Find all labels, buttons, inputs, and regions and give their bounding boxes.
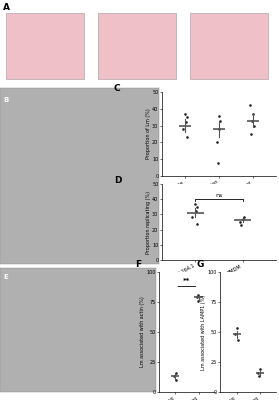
Point — [252, 122, 256, 129]
Bar — [190, 13, 268, 79]
Point — [235, 325, 239, 332]
Point — [193, 200, 198, 207]
Y-axis label: Lm associated with LAMP1 (%): Lm associated with LAMP1 (%) — [201, 294, 206, 370]
Point — [184, 119, 188, 126]
Bar — [6, 13, 84, 79]
Y-axis label: Proportion of Lm (%): Proportion of Lm (%) — [146, 109, 151, 159]
Point — [258, 366, 262, 372]
Point — [215, 159, 220, 166]
Point — [194, 208, 198, 214]
Text: D: D — [114, 176, 121, 185]
Point — [217, 112, 221, 119]
Y-axis label: Proportion replicating (%): Proportion replicating (%) — [146, 190, 151, 254]
Point — [237, 219, 242, 225]
Point — [184, 134, 189, 140]
Point — [235, 337, 240, 344]
Point — [196, 292, 201, 298]
Point — [248, 102, 252, 109]
Text: G: G — [197, 260, 204, 269]
Point — [240, 216, 245, 222]
Point — [174, 370, 178, 376]
Point — [249, 131, 253, 137]
Text: E: E — [3, 274, 8, 280]
Point — [233, 331, 237, 338]
Text: F: F — [136, 260, 142, 269]
Text: C: C — [114, 84, 121, 93]
Point — [217, 126, 221, 132]
Text: ns: ns — [215, 194, 223, 198]
Point — [195, 298, 200, 304]
Point — [215, 139, 219, 146]
Text: **: ** — [183, 278, 191, 284]
Point — [242, 214, 247, 221]
Point — [181, 126, 185, 132]
Point — [251, 111, 255, 117]
Y-axis label: Lm associated with actin (%): Lm associated with actin (%) — [140, 297, 145, 367]
Point — [184, 114, 189, 120]
Point — [239, 222, 243, 228]
Point — [249, 117, 254, 124]
Bar — [98, 13, 176, 79]
Point — [195, 220, 199, 227]
Point — [257, 373, 261, 380]
Point — [190, 214, 194, 221]
Text: A: A — [3, 3, 10, 12]
Point — [195, 204, 199, 210]
Point — [183, 111, 187, 117]
Point — [172, 373, 176, 380]
Point — [195, 294, 199, 300]
Point — [218, 117, 222, 124]
Text: B: B — [3, 97, 8, 103]
Point — [256, 370, 261, 376]
Point — [174, 377, 178, 383]
